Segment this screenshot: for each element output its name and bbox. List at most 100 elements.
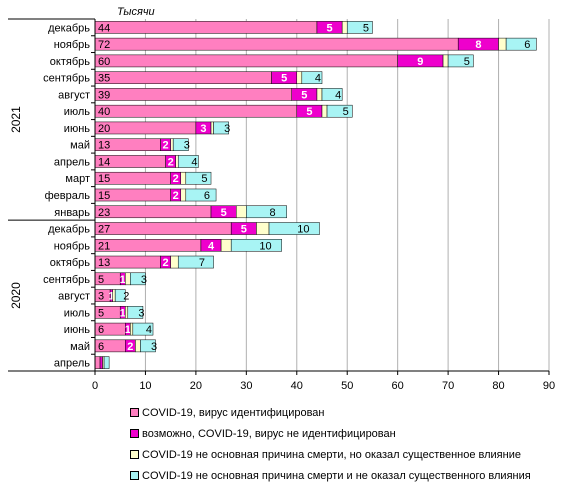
bar-s4-r8 bbox=[172, 138, 189, 151]
data-label-s4-r1: 5 bbox=[363, 22, 369, 34]
category-label-r11: февраль bbox=[45, 190, 91, 202]
data-label-s1-r19: 6 bbox=[98, 324, 104, 336]
category-label-r5: август bbox=[58, 89, 90, 101]
bar-s3-r16 bbox=[125, 272, 131, 286]
category-label-r3: октябрь bbox=[50, 56, 90, 68]
bar-s4-r18 bbox=[127, 306, 144, 319]
category-label-r4: сентябрь bbox=[43, 73, 90, 85]
bar-s4-r17 bbox=[114, 289, 126, 302]
bar-s1-r14 bbox=[94, 239, 202, 252]
data-label-s4-r2: 6 bbox=[524, 39, 530, 51]
category-label-r20: май bbox=[70, 341, 90, 353]
category-label-r1: декабрь bbox=[48, 22, 90, 34]
data-label-s1-r8: 13 bbox=[98, 140, 110, 152]
bar-s3-r19 bbox=[130, 322, 134, 336]
legend-label-1: COVID-19, вирус идентифицирован bbox=[142, 406, 325, 419]
bar-s3-r1 bbox=[341, 21, 348, 34]
category-label-r13: декабрь bbox=[48, 224, 90, 236]
bar-s1-r1 bbox=[94, 21, 318, 34]
bar-s4-r13 bbox=[268, 222, 320, 235]
data-label-s1-r10: 15 bbox=[98, 173, 110, 185]
data-label-s2-r16: 1 bbox=[120, 274, 126, 286]
bar-s4-r21 bbox=[103, 356, 110, 369]
x-tick-label-60: 60 bbox=[392, 380, 404, 392]
bar-s1-r4 bbox=[94, 71, 272, 84]
category-label-r17: август bbox=[58, 291, 90, 303]
data-label-s2-r6: 5 bbox=[306, 106, 312, 118]
bar-s3-r15 bbox=[170, 255, 179, 269]
bar-s3-r20 bbox=[135, 339, 141, 353]
data-label-s4-r20: 3 bbox=[151, 341, 157, 353]
legend-swatch-3 bbox=[130, 450, 139, 459]
bar-s3-r5 bbox=[316, 88, 323, 101]
data-label-s1-r7: 20 bbox=[98, 123, 110, 135]
bar-s1-r3 bbox=[94, 54, 398, 68]
x-tick-label-30: 30 bbox=[240, 380, 252, 392]
data-label-s1-r17: 3 bbox=[98, 291, 104, 303]
unit-label: Тысячи bbox=[117, 6, 155, 18]
data-label-s4-r17: 2 bbox=[123, 291, 129, 303]
bar-s3-r17 bbox=[112, 289, 116, 302]
data-label-s1-r1: 44 bbox=[98, 22, 110, 34]
bar-s4-r12 bbox=[246, 205, 287, 219]
data-label-s2-r1: 5 bbox=[327, 22, 333, 34]
data-label-s2-r4: 5 bbox=[281, 73, 287, 85]
bar-s4-r15 bbox=[177, 255, 214, 269]
category-label-r7: июнь bbox=[64, 123, 90, 135]
data-label-s1-r15: 13 bbox=[98, 257, 110, 269]
bar-s3-r6 bbox=[321, 104, 328, 118]
x-tick-label-90: 90 bbox=[543, 380, 555, 392]
legend: COVID-19, вирус идентифицирован возможно… bbox=[130, 402, 531, 486]
data-label-s2-r15: 2 bbox=[163, 257, 169, 269]
category-label-r2: ноябрь bbox=[54, 39, 91, 51]
data-label-s2-r10: 2 bbox=[173, 173, 179, 185]
data-label-s4-r16: 3 bbox=[141, 274, 147, 286]
bar-s3-r9 bbox=[175, 155, 179, 168]
data-label-s2-r19: 1 bbox=[125, 324, 131, 336]
category-label-r12: январь bbox=[54, 207, 90, 219]
legend-label-3: COVID-19 не основная причина смерти, но … bbox=[142, 448, 521, 461]
data-label-s4-r7: 3 bbox=[224, 123, 230, 135]
bar-s4-r16 bbox=[130, 272, 146, 286]
legend-label-2: возможно, COVID-19, вирус не идентифицир… bbox=[142, 427, 396, 440]
data-label-s1-r2: 72 bbox=[98, 39, 110, 51]
data-label-s4-r14: 10 bbox=[259, 240, 271, 252]
bar-s1-r21 bbox=[94, 356, 101, 369]
data-label-s1-r18: 5 bbox=[98, 307, 104, 319]
category-label-r18: июль bbox=[64, 307, 91, 319]
x-tick-label-40: 40 bbox=[291, 380, 303, 392]
category-label-r8: май bbox=[70, 140, 90, 152]
bar-s4-r6 bbox=[326, 104, 353, 118]
legend-item-1: COVID-19, вирус идентифицирован bbox=[130, 402, 531, 423]
data-label-s2-r14: 4 bbox=[208, 240, 215, 252]
bar-s4-r14 bbox=[230, 239, 282, 252]
data-label-s2-r7: 3 bbox=[200, 123, 206, 135]
data-label-s1-r13: 27 bbox=[98, 224, 110, 236]
bar-s3-r3 bbox=[442, 54, 449, 68]
bar-s4-r9 bbox=[177, 155, 199, 168]
legend-swatch-2 bbox=[130, 429, 139, 438]
x-tick-label-20: 20 bbox=[190, 380, 202, 392]
category-label-r15: октябрь bbox=[50, 257, 90, 269]
bar-s3-r11 bbox=[180, 188, 187, 202]
bar-s4-r1 bbox=[346, 21, 373, 34]
data-label-s2-r18: 1 bbox=[120, 307, 126, 319]
category-label-r6: июль bbox=[64, 106, 91, 118]
data-label-s1-r12: 23 bbox=[98, 207, 110, 219]
bar-s3-r18 bbox=[125, 306, 129, 319]
bar-s2-r21 bbox=[99, 356, 103, 369]
legend-item-2: возможно, COVID-19, вирус не идентифицир… bbox=[130, 423, 531, 444]
category-label-r10: март bbox=[65, 173, 90, 185]
x-tick-label-50: 50 bbox=[341, 380, 353, 392]
group-label-2020: 2020 bbox=[9, 282, 23, 309]
data-label-s2-r2: 8 bbox=[475, 39, 481, 51]
bar-s1-r2 bbox=[94, 37, 459, 51]
bar-s4-r7 bbox=[213, 121, 229, 135]
bar-s4-r11 bbox=[185, 188, 217, 202]
data-label-s2-r5: 5 bbox=[301, 89, 307, 101]
data-label-s4-r8: 3 bbox=[184, 140, 190, 152]
data-label-s2-r11: 2 bbox=[173, 190, 179, 202]
legend-item-3: COVID-19 не основная причина смерти, но … bbox=[130, 444, 531, 465]
data-label-s2-r12: 5 bbox=[221, 207, 227, 219]
